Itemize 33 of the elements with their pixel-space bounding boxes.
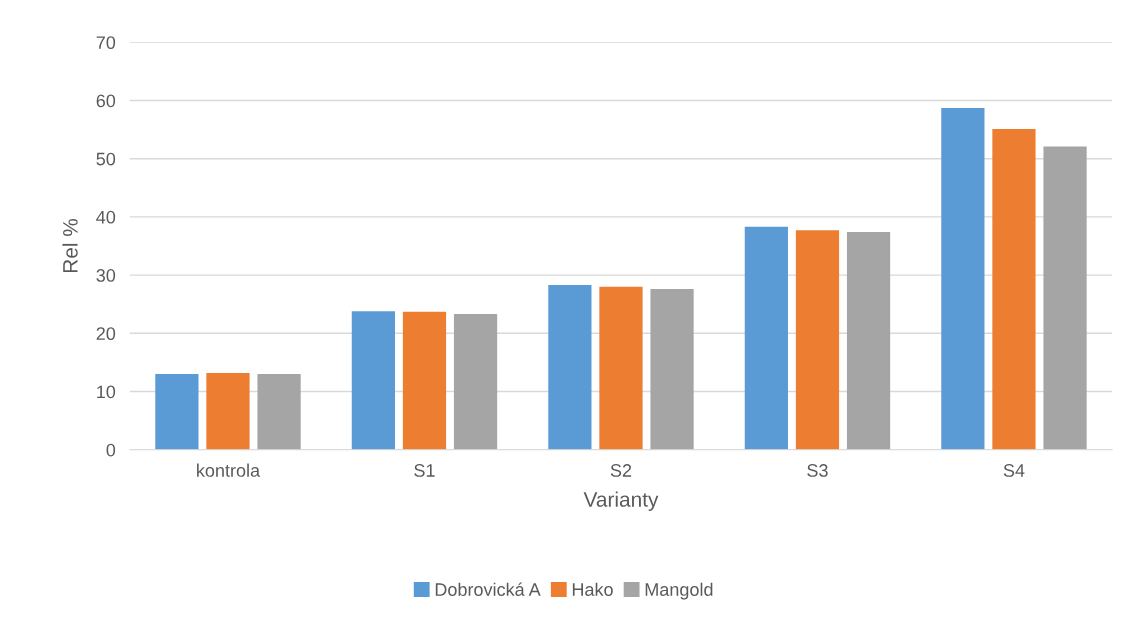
y-tick-label: 20 xyxy=(96,327,116,341)
x-tick-label: S1 xyxy=(414,464,435,477)
y-tick-label: 30 xyxy=(96,269,116,282)
bar xyxy=(650,289,694,450)
bar xyxy=(453,314,498,450)
legend-label: Dobrovická A xyxy=(435,582,541,596)
bar xyxy=(846,232,891,450)
bar xyxy=(941,108,985,450)
y-tick-label: 40 xyxy=(96,210,116,224)
bar xyxy=(206,372,250,450)
bar xyxy=(992,129,1036,450)
y-axis-title: Rel % xyxy=(62,218,78,273)
x-tick-label: S4 xyxy=(1003,464,1025,477)
y-tick-label: 60 xyxy=(96,94,116,108)
bar xyxy=(795,230,840,450)
x-tick-label: kontrola xyxy=(197,463,261,477)
bar xyxy=(548,285,592,450)
bar xyxy=(1043,146,1087,450)
y-tick-label: 70 xyxy=(96,36,116,50)
legend-label: Hako xyxy=(572,582,613,596)
bar xyxy=(257,374,301,450)
bar xyxy=(599,286,643,450)
y-tick-label: 10 xyxy=(97,385,116,399)
y-tick-label: 0 xyxy=(106,443,116,457)
bar xyxy=(155,374,199,450)
bar xyxy=(744,226,788,450)
x-tick-label: S2 xyxy=(610,464,632,477)
legend-label: Mangold xyxy=(645,582,713,600)
bar xyxy=(402,311,447,450)
x-tick-label: S3 xyxy=(807,464,828,477)
y-tick-label: 50 xyxy=(96,152,116,166)
bar xyxy=(351,311,395,450)
x-axis-title: Varianty xyxy=(583,491,659,511)
